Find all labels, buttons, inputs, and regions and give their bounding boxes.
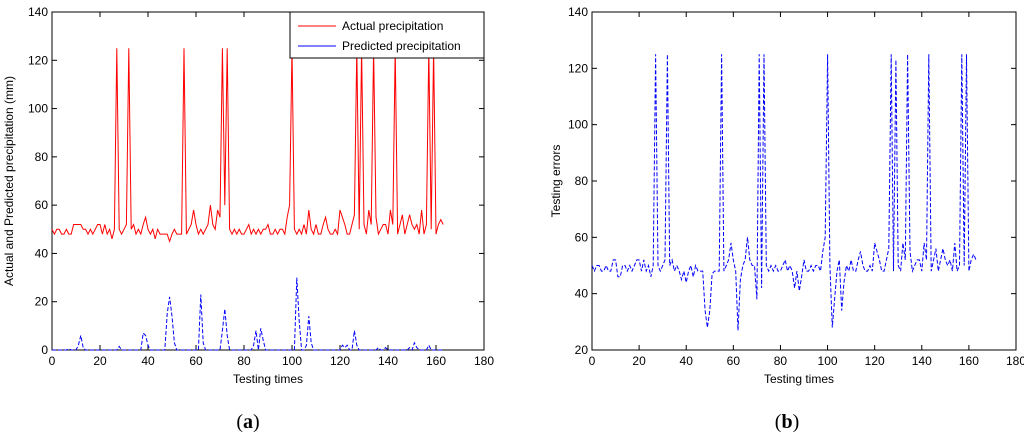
a-ylabel: Actual and Predicted precipitation (mm): [2, 76, 16, 286]
b-xtick-label: 80: [774, 354, 788, 368]
plot-area-b: [591, 11, 1017, 351]
a-xtick-label: 80: [237, 354, 251, 368]
b-series: [591, 54, 977, 331]
a-ytick-label: 20: [35, 295, 49, 309]
b-xlabel: Testing times: [764, 372, 834, 386]
a-ytick-label: 0: [41, 343, 48, 357]
a-ytick-label: 40: [35, 246, 49, 260]
a-ytick-label: 120: [28, 53, 48, 67]
b-ytick-label: 120: [568, 61, 588, 75]
a-xtick-label: 40: [141, 354, 155, 368]
b-ytick-label: 40: [575, 287, 589, 301]
b-ticks: 0 20 40 60 80 100 120 140 160 1802040608010012014…: [568, 5, 1024, 368]
b-xtick-label: 20: [632, 354, 646, 368]
a-xtick-label: 140: [378, 354, 398, 368]
b-xtick-label: 0: [589, 354, 596, 368]
a-caption: (a): [236, 411, 259, 433]
panel-b: 0 20 40 60 80 100 120 140 160 1802040608010012014…: [549, 5, 1024, 433]
a-xtick-label: 120: [330, 354, 350, 368]
b-caption: (b): [775, 411, 799, 433]
b-xtick-label: 40: [680, 354, 694, 368]
b-ytick-label: 20: [575, 343, 589, 357]
a-xtick-label: 60: [189, 354, 203, 368]
b-ytick-label: 60: [575, 230, 589, 244]
a-series: [51, 48, 444, 351]
a-series-line-1: [52, 277, 444, 351]
a-xtick-label: 100: [282, 354, 302, 368]
plot-area-a: [51, 11, 485, 351]
panel-a: 0 20 40 60 80 100 120 140 160 180 0 20 40 60 80 100 120 1…: [2, 5, 494, 433]
a-ytick-label: 140: [28, 5, 48, 19]
b-ytick-label: 80: [575, 174, 589, 188]
b-ytick-label: 140: [568, 5, 588, 19]
b-xtick-label: 180: [1006, 354, 1024, 368]
a-ytick-label: 80: [35, 150, 49, 164]
a-ytick-label: 60: [35, 198, 49, 212]
a-xtick-label: 180: [474, 354, 494, 368]
a-ytick-label: 100: [28, 102, 48, 116]
b-xtick-label: 140: [912, 354, 932, 368]
a-legend-actual: Actual precipitation: [342, 19, 443, 33]
a-xlabel: Testing times: [233, 372, 303, 386]
b-ylabel: Testing errors: [549, 145, 563, 218]
a-series-line-0: [51, 48, 444, 244]
a-xtick-label: 0: [49, 354, 56, 368]
a-legend-predicted: Predicted precipitation: [342, 39, 461, 53]
b-xtick-label: 160: [959, 354, 979, 368]
b-xtick-label: 100: [818, 354, 838, 368]
b-xtick-label: 60: [727, 354, 741, 368]
a-xtick-label: 160: [426, 354, 446, 368]
a-legend-box: [289, 11, 485, 59]
a-legend: Actual precipitation Predicted precipita…: [289, 11, 485, 59]
b-xtick-label: 120: [865, 354, 885, 368]
a-xtick-label: 20: [93, 354, 107, 368]
b-ytick-label: 100: [568, 118, 588, 132]
b-series-line-0: [591, 54, 977, 331]
